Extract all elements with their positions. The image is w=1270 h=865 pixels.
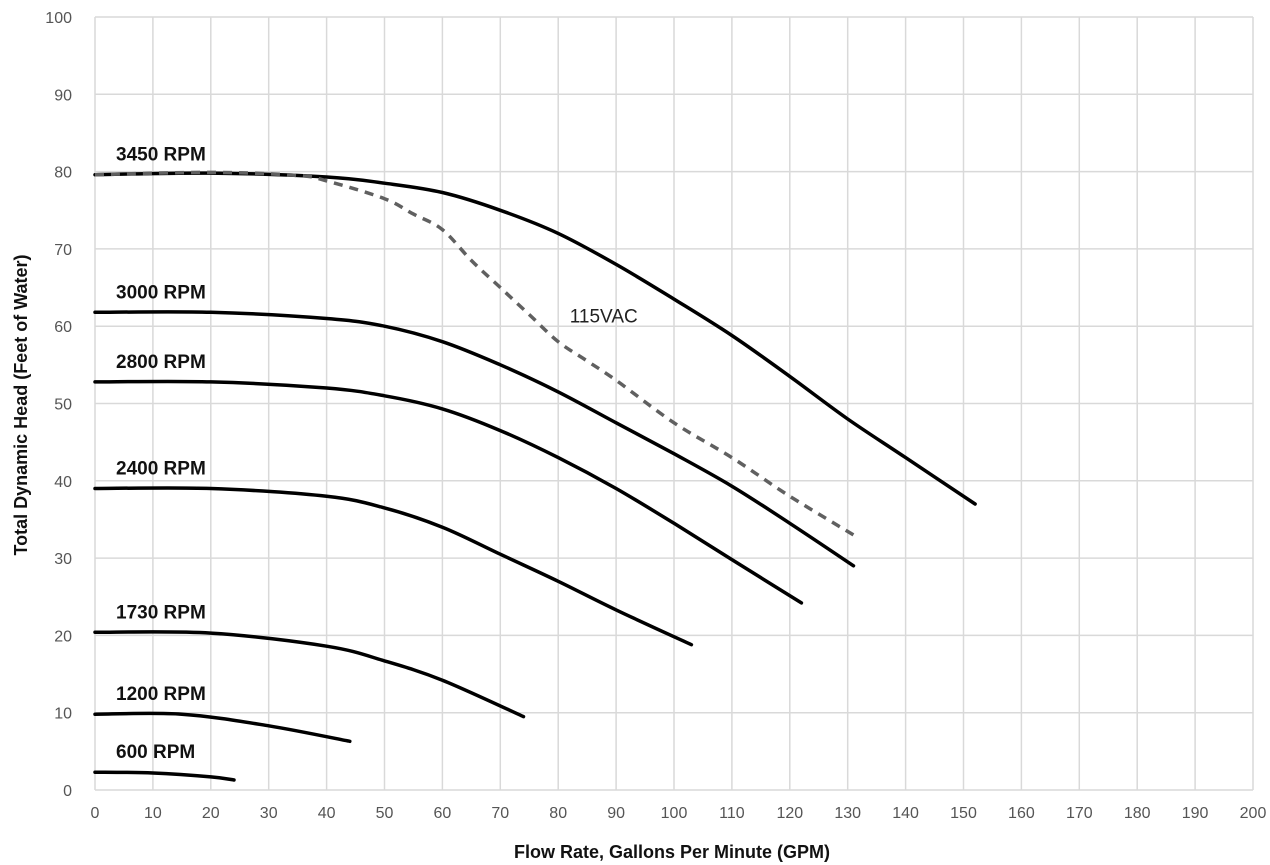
series-line-2800-rpm xyxy=(93,379,804,605)
series-line-115vac xyxy=(94,170,855,537)
x-tick-label: 40 xyxy=(318,805,336,822)
y-tick-label: 10 xyxy=(54,706,72,723)
series-label-3450-rpm: 3450 RPM xyxy=(116,145,206,166)
grid xyxy=(94,16,1254,791)
series-label-1200-rpm: 1200 RPM xyxy=(116,684,206,705)
series-labels: 3450 RPM 3000 RPM 2800 RPM 2400 RPM 1730 RPM… xyxy=(116,145,638,764)
series-label-2800-rpm: 2800 RPM xyxy=(116,352,206,373)
x-tick-label: 170 xyxy=(1066,805,1093,822)
x-tick-label: 180 xyxy=(1124,805,1151,822)
y-tick-label: 80 xyxy=(54,165,72,182)
series-label-3000-rpm: 3000 RPM xyxy=(116,282,206,303)
x-tick-label: 200 xyxy=(1240,805,1267,822)
series-lines xyxy=(93,170,977,782)
series-line-3450-rpm xyxy=(93,171,977,506)
y-tick-label: 30 xyxy=(54,551,72,568)
x-tick-label: 110 xyxy=(719,805,745,822)
x-tick-label: 160 xyxy=(1008,805,1035,822)
x-tick-label: 120 xyxy=(776,805,803,822)
series-line-1730-rpm xyxy=(93,630,526,719)
y-tick-label: 60 xyxy=(54,319,72,336)
x-tick-label: 130 xyxy=(834,805,861,822)
x-tick-label: 30 xyxy=(260,805,278,822)
x-tick-label: 140 xyxy=(892,805,919,822)
y-axis-title: Total Dynamic Head (Feet of Water) xyxy=(11,254,31,555)
y-tick-label: 50 xyxy=(54,397,72,414)
x-tick-label: 10 xyxy=(144,805,162,822)
y-tick-label: 70 xyxy=(54,242,72,259)
x-axis-title: Flow Rate, Gallons Per Minute (GPM) xyxy=(514,842,830,862)
series-line-600-rpm xyxy=(93,770,236,782)
x-tick-label: 80 xyxy=(549,805,567,822)
tick-labels: 0 10 20 30 40 50 60 70 80 90 100 110 120 130 140 150 160… xyxy=(45,10,1266,822)
y-tick-label: 90 xyxy=(54,87,72,104)
x-tick-label: 50 xyxy=(376,805,394,822)
series-line-3000-rpm xyxy=(93,310,856,568)
x-tick-label: 90 xyxy=(607,805,625,822)
x-tick-label: 100 xyxy=(661,805,688,822)
x-tick-label: 190 xyxy=(1182,805,1209,822)
x-tick-label: 70 xyxy=(491,805,509,822)
series-line-2400-rpm xyxy=(93,486,694,647)
x-tick-label: 20 xyxy=(202,805,220,822)
y-tick-label: 40 xyxy=(54,474,72,491)
series-label-2400-rpm: 2400 RPM xyxy=(116,459,206,480)
series-label-600-rpm: 600 RPM xyxy=(116,742,195,763)
series-line-1200-rpm xyxy=(93,711,352,744)
x-tick-label: 150 xyxy=(950,805,977,822)
y-tick-label: 20 xyxy=(54,628,72,645)
x-tick-label: 60 xyxy=(434,805,452,822)
x-tick-label: 0 xyxy=(91,805,100,822)
y-tick-label: 100 xyxy=(45,10,72,27)
annotation-115vac: 115VAC xyxy=(570,306,638,327)
y-tick-label: 0 xyxy=(63,783,72,800)
series-label-1730-rpm: 1730 RPM xyxy=(116,602,206,623)
